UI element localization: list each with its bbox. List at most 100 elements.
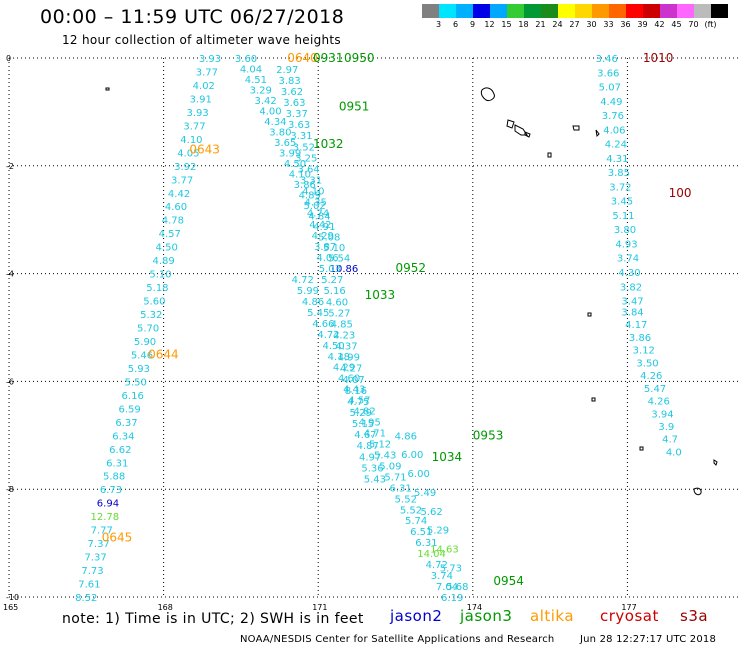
legend-label: 70 [688,20,699,29]
swh-value: 3.86 [294,180,316,191]
swh-value: 3.87 [314,242,336,253]
swh-value: 3.65 [274,138,296,149]
swh-value: 4.02 [193,81,215,92]
island [480,87,495,101]
swh-value: 4.99 [338,353,360,364]
swh-value: 10.86 [330,264,359,275]
footnote: note: 1) Time is in UTC; 2) SWH is in fe… [62,611,364,627]
swh-value: 5.49 [414,488,436,499]
swh-value: 6.31 [390,483,412,494]
lat-tick-label: -8 [6,485,14,494]
legend-swatch [439,4,456,18]
satellite-name-s3a: s3a [680,607,709,625]
pass-time-label: 0951 [339,100,370,114]
legend-swatch [660,4,677,18]
island [591,397,596,402]
swh-value: 14.63 [430,544,459,555]
lat-tick-label: 0 [6,54,11,63]
island [105,87,110,91]
swh-value: 6.94 [97,499,119,510]
swh-value: 5.09 [379,461,401,472]
swh-value: 3.47 [621,297,643,308]
legend-swatch [473,4,490,18]
pass-time-label: 0645 [102,531,133,545]
swh-value: 7.37 [84,553,106,564]
swh-value: 4.87 [357,441,379,452]
swh-value: 4.27 [340,364,362,375]
pass-time-label: 0643 [189,143,220,157]
swh-value: 8.52 [75,593,97,604]
lon-tick-label: 177 [621,603,636,612]
map-title: 00:00 – 11:59 UTC 06/27/2018 [40,6,345,28]
swh-value: 3.31 [290,131,312,142]
swh-value: 4.04 [240,65,262,76]
swh-value: 4.97 [359,452,381,463]
pass-time-label: 1034 [432,450,463,464]
swh-value: 3.46 [596,54,618,65]
legend-swatch [575,4,592,18]
satellite-name-cryosat: cryosat [600,607,659,625]
altimeter-tracks: 3.93 3.77 4.02 3.91 3.93 3.77 4.10 4.05 3.92 3.77… [75,54,682,604]
swh-value: 5.60 [143,297,165,308]
pass-time-label: 0950 [344,51,375,65]
legend-swatch [507,4,524,18]
swh-value: 5.99 [297,286,319,297]
swh-value: 3.76 [602,111,624,122]
swh-value: 4.29 [312,231,334,242]
swh-value: 12.78 [91,512,120,523]
swh-value: 4.26 [648,397,670,408]
swh-value: 4.85 [331,319,353,330]
swh-value: 4.89 [299,191,321,202]
swh-value: 5.29 [350,408,372,419]
swh-value: 5.71 [384,472,406,483]
swh-value: 4.06 [603,125,625,136]
legend-swatch [609,4,626,18]
swh-value: 14.04 [417,549,446,560]
swh-value: 4.50 [323,341,345,352]
swh-value: 5.43 [364,474,386,485]
legend-label: 12 [484,20,495,29]
legend-swatch [711,4,728,18]
pass-time-label: 0931 [313,51,344,65]
satellite-name-jason2: jason2 [390,607,443,625]
swh-value: 5.45 [307,308,329,319]
swh-value: 7.61 [78,580,100,591]
swh-value: 4.60 [338,374,360,385]
swh-value: 4.18 [328,352,350,363]
legend-label: 30 [586,20,597,29]
legend-swatch [524,4,541,18]
island [506,119,515,129]
swh-value: 3.91 [190,94,212,105]
legend-swatch [677,4,694,18]
swh-value: 4.43 [343,385,365,396]
swh-value: 4.26 [640,371,662,382]
swh-value: 4.35 [305,198,327,209]
swh-value: 4.30 [618,268,640,279]
swh-value: 3.62 [281,87,303,98]
swh-value: 6.37 [115,418,137,429]
swh-value: 3.63 [288,120,310,131]
island [547,152,552,158]
swh-value: 4.42 [309,220,331,231]
lon-tick-label: 165 [3,603,18,612]
swh-value: 5.29 [427,526,449,537]
swh-value: 4.74 [307,209,329,220]
swh-value: 4.75 [347,397,369,408]
swh-value: 4.17 [625,320,647,331]
swh-value: 3.94 [651,409,673,420]
island [639,446,644,451]
swh-value: 4.50 [156,243,178,254]
swh-value: 5.10 [149,270,171,281]
pass-time-label: 0644 [148,347,179,361]
swh-value: 4.84 [308,212,330,223]
island [514,124,528,136]
legend-label: 9 [469,20,476,29]
island [587,312,592,317]
legend-label: 39 [637,20,648,29]
swh-value: 3.72 [609,182,631,193]
swh-value: 5.07 [599,83,621,94]
swh-value: 3.85 [608,168,630,179]
island [713,459,718,466]
swh-value: 4.95 [359,418,381,429]
